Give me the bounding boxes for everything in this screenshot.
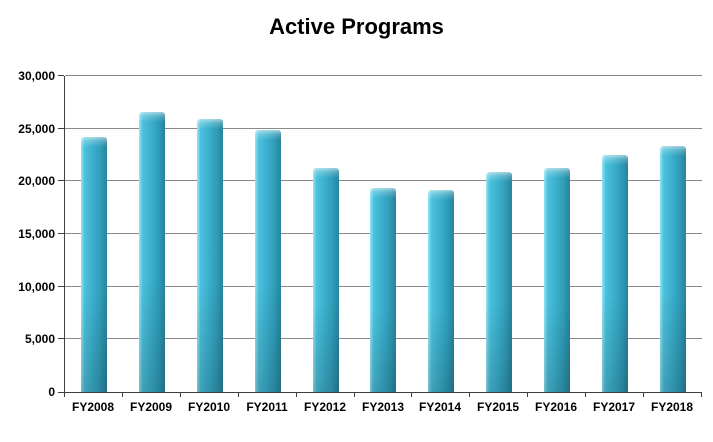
bar-fy2008 xyxy=(81,137,107,392)
bar-fy2014 xyxy=(428,190,454,392)
x-axis-tick xyxy=(643,393,644,397)
x-axis-tick xyxy=(64,393,65,397)
x-axis-tick-label: FY2015 xyxy=(476,400,520,414)
y-axis-tick xyxy=(58,75,64,76)
bar-fy2009 xyxy=(139,112,165,392)
x-axis-tick xyxy=(296,393,297,397)
x-axis-tick xyxy=(238,393,239,397)
y-axis-tick xyxy=(58,180,64,181)
x-axis-tick xyxy=(180,393,181,397)
chart-title: Active Programs xyxy=(269,14,444,39)
x-axis-tick xyxy=(354,393,355,397)
gridline xyxy=(65,75,702,76)
x-axis-tick-label: FY2012 xyxy=(303,400,347,414)
gridline xyxy=(65,128,702,129)
x-axis-tick xyxy=(527,393,528,397)
bar-fy2017 xyxy=(602,155,628,392)
bar-fy2012 xyxy=(313,168,339,392)
bar-fy2016 xyxy=(544,168,570,392)
x-axis-tick-label: FY2009 xyxy=(129,400,173,414)
y-axis-tick-label: 15,000 xyxy=(18,227,55,241)
x-axis-tick xyxy=(469,393,470,397)
x-axis-tick-label: FY2017 xyxy=(592,400,636,414)
bar-fy2011 xyxy=(255,130,281,392)
x-axis-tick-label: FY2013 xyxy=(361,400,405,414)
x-axis-tick-label: FY2008 xyxy=(71,400,115,414)
bar-fy2018 xyxy=(660,146,686,392)
y-axis-tick xyxy=(58,286,64,287)
x-axis-tick-label: FY2010 xyxy=(187,400,231,414)
y-axis-tick xyxy=(58,338,64,339)
x-axis-tick xyxy=(701,393,702,397)
bar-fy2013 xyxy=(370,188,396,392)
y-axis-tick xyxy=(58,233,64,234)
x-axis-tick-label: FY2011 xyxy=(246,400,288,414)
y-axis-tick-label: 30,000 xyxy=(18,69,55,83)
gridline xyxy=(65,180,702,181)
x-axis-tick xyxy=(122,393,123,397)
x-axis-tick xyxy=(585,393,586,397)
x-axis-tick-label: FY2014 xyxy=(418,400,462,414)
y-axis-tick-label: 20,000 xyxy=(18,174,55,188)
bar-fy2015 xyxy=(486,172,512,392)
x-axis-tick xyxy=(411,393,412,397)
y-axis-tick xyxy=(58,392,64,393)
x-axis-tick-label: FY2016 xyxy=(534,400,578,414)
y-axis-tick xyxy=(58,128,64,129)
y-axis-tick-label: 10,000 xyxy=(18,280,55,294)
plot-area xyxy=(64,75,702,393)
y-axis-tick-label: 5,000 xyxy=(24,332,55,346)
x-axis-tick-label: FY2018 xyxy=(650,400,694,414)
bar-fy2010 xyxy=(197,119,223,392)
y-axis-tick-label: 0 xyxy=(48,385,55,399)
y-axis-tick-label: 25,000 xyxy=(18,122,55,136)
